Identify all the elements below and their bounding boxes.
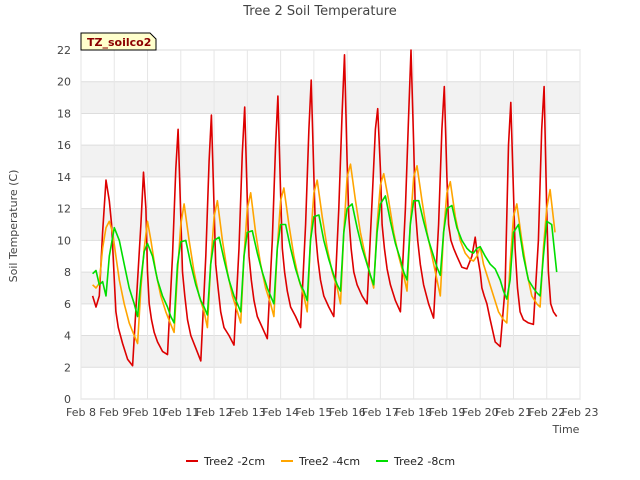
- x-tick-label: Feb 21: [495, 406, 532, 419]
- x-tick-label: Feb 11: [162, 406, 199, 419]
- grid-bands: [80, 49, 581, 400]
- y-tick-label: 20: [57, 76, 71, 89]
- x-axis-title: Time: [552, 423, 580, 436]
- y-tick-label: 14: [57, 171, 71, 184]
- x-tick-label: Feb 15: [295, 406, 332, 419]
- tag-box: TZ_soilco2: [80, 32, 157, 51]
- x-tick-label: Feb 14: [262, 406, 299, 419]
- legend-label: Tree2 -4cm: [298, 455, 360, 468]
- x-tick-label: Feb 9: [99, 406, 129, 419]
- y-tick-label: 2: [64, 361, 71, 374]
- series-line-2: [92, 163, 556, 345]
- x-tick-label: Feb 22: [528, 406, 565, 419]
- grid-band: [81, 335, 580, 368]
- y-tick-label: 16: [57, 139, 71, 152]
- x-tick-label: Feb 10: [129, 406, 166, 419]
- series-lines: [91, 49, 558, 367]
- chart-title: Tree 2 Soil Temperature: [242, 4, 397, 19]
- y-tick-label: 6: [64, 298, 71, 311]
- x-tick-label: Feb 19: [428, 406, 465, 419]
- legend-label: Tree2 -8cm: [393, 455, 455, 468]
- x-tick-label: Feb 8: [66, 406, 96, 419]
- grid-band: [81, 208, 580, 241]
- grid-band: [81, 81, 580, 114]
- x-tick-label: Feb 20: [462, 406, 499, 419]
- y-axis-title: Soil Temperature (C): [7, 170, 20, 283]
- series-line-1: [91, 49, 558, 367]
- y-tick-label: 0: [64, 393, 71, 406]
- y-tick-label: 22: [57, 44, 71, 57]
- x-tick-label: Feb 13: [229, 406, 266, 419]
- y-tick-label: 4: [64, 330, 71, 343]
- x-tick-label: Feb 18: [395, 406, 432, 419]
- y-tick-label: 12: [57, 203, 71, 216]
- y-tick-label: 18: [57, 107, 71, 120]
- y-tick-label: 8: [64, 266, 71, 279]
- legend-label: Tree2 -2cm: [203, 455, 265, 468]
- legend: Tree2 -2cm Tree2 -4cm Tree2 -8cm: [186, 455, 455, 468]
- grid-band: [81, 145, 580, 177]
- y-tick-label: 10: [57, 234, 71, 247]
- x-tick-label: Feb 17: [362, 406, 399, 419]
- x-tick-label: Feb 12: [196, 406, 233, 419]
- series-line-3: [92, 195, 558, 324]
- y-axis-ticks: 0 2 4 6 8 10 12 14 16 18 20 22: [57, 44, 71, 406]
- x-tick-label: Feb 23: [562, 406, 599, 419]
- x-tick-label: Feb 16: [329, 406, 366, 419]
- tag-label: TZ_soilco2: [87, 36, 151, 49]
- tag-box-shape: [80, 32, 157, 51]
